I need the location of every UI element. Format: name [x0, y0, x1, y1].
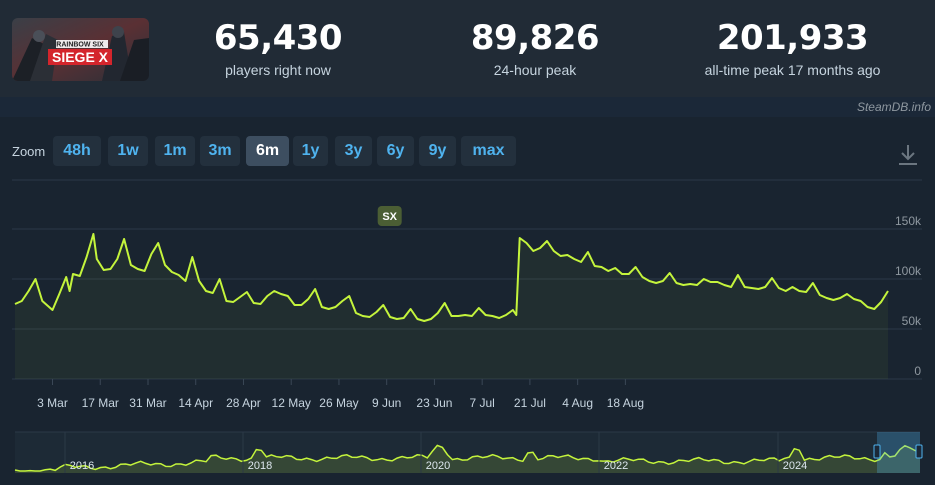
zoom-button-6m[interactable]: 6m: [246, 136, 289, 166]
daily-peak-value: 89,826: [470, 18, 600, 58]
current-players-value: 65,430: [213, 18, 343, 58]
zoom-button-3m[interactable]: 3m: [200, 136, 240, 166]
zoom-button-1m[interactable]: 1m: [155, 136, 195, 166]
current-players-stat: 65,430 players right now: [188, 18, 368, 78]
zoom-button-3y[interactable]: 3y: [335, 136, 372, 166]
zoom-button-48h[interactable]: 48h: [53, 136, 101, 166]
all-time-peak-stat: 201,933 all-time peak 17 months ago: [680, 18, 905, 78]
zoom-button-1w[interactable]: 1w: [108, 136, 148, 166]
zoom-button-max[interactable]: max: [461, 136, 516, 166]
zoom-button-9y[interactable]: 9y: [419, 136, 456, 166]
game-logo[interactable]: RAINBOW SIX SIEGE X: [12, 18, 149, 81]
all-time-peak-value: 201,933: [716, 18, 869, 58]
stats-header: RAINBOW SIX SIEGE X 65,430 players right…: [0, 0, 935, 97]
game-logo-image: RAINBOW SIX SIEGE X: [12, 18, 149, 81]
zoom-button-1y[interactable]: 1y: [293, 136, 328, 166]
brand-watermark[interactable]: SteamDB.info: [856, 100, 931, 114]
download-icon[interactable]: [897, 143, 919, 167]
chart-panel: [0, 117, 935, 485]
daily-peak-stat: 89,826 24-hour peak: [445, 18, 625, 78]
svg-text:SIEGE X: SIEGE X: [52, 49, 109, 65]
zoom-label: Zoom: [12, 144, 46, 159]
all-time-peak-label: all-time peak 17 months ago: [704, 62, 881, 78]
daily-peak-label: 24-hour peak: [493, 62, 577, 78]
current-players-label: players right now: [225, 62, 331, 78]
zoom-button-6y[interactable]: 6y: [377, 136, 414, 166]
svg-text:RAINBOW SIX: RAINBOW SIX: [56, 42, 104, 49]
